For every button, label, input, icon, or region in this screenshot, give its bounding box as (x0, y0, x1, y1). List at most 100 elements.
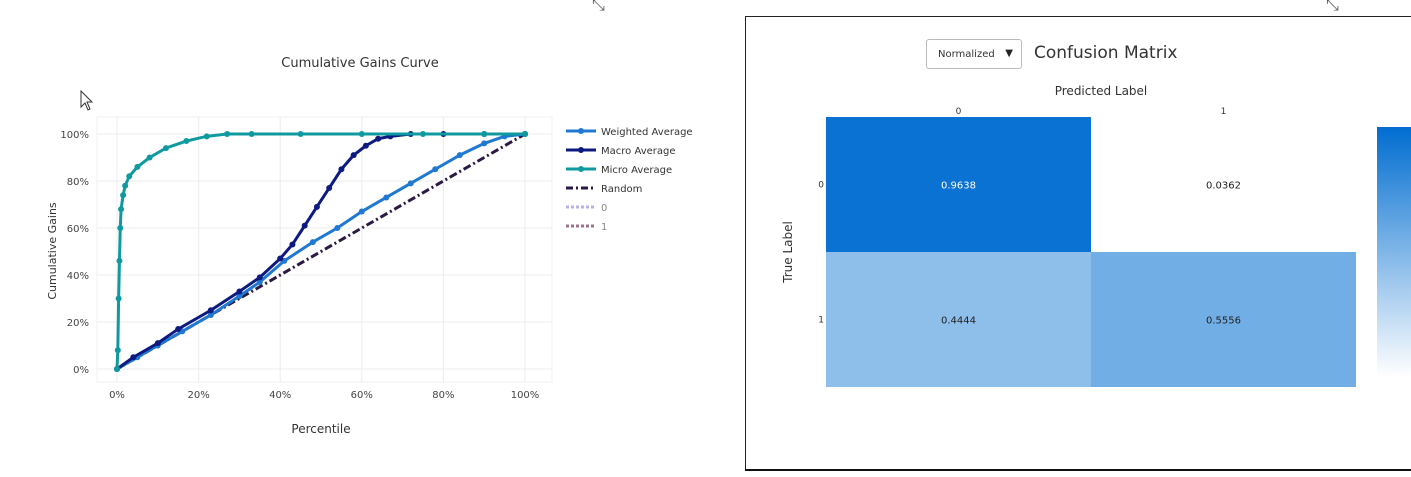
legend-item[interactable]: 1 (566, 222, 607, 233)
data-point-micro-average (522, 131, 528, 137)
legend-label: Weighted Average (601, 127, 693, 138)
legend-label: 1 (601, 222, 607, 233)
cm-cell (1091, 252, 1356, 387)
y-tick-label: 100% (60, 130, 89, 141)
y-tick-label: 0% (73, 365, 89, 376)
x-tick-label: 0% (109, 390, 125, 401)
data-point-weighted-average (256, 279, 263, 286)
expand-icon[interactable]: ⤡ (592, 0, 605, 14)
cumulative-gains-chart: Cumulative Gains Curve 0%20%40%60%80%100… (46, 56, 693, 436)
data-point-micro-average (117, 225, 124, 231)
data-point-macro-average (154, 340, 161, 347)
data-point-micro-average (248, 131, 255, 137)
data-point-macro-average (301, 222, 308, 229)
data-point-macro-average (256, 274, 263, 281)
data-point-micro-average (203, 133, 210, 140)
data-point-weighted-average (207, 311, 214, 318)
normalization-dropdown[interactable]: Normalized ▼ (926, 39, 1022, 69)
y-tick-label: 40% (67, 271, 89, 282)
expand-icon[interactable]: ⤡ (1326, 0, 1339, 14)
dropdown-value: Normalized (938, 48, 995, 60)
cm-x-tick-label: 0 (956, 107, 962, 117)
cm-y-ticks: 01 (818, 181, 824, 326)
mouse-cursor-icon (80, 90, 94, 111)
data-point-macro-average (289, 241, 296, 248)
cm-x-axis-label: Predicted Label (1055, 84, 1148, 98)
series-line-random (116, 132, 526, 371)
series-line-weighted-average (116, 132, 526, 371)
x-tick-label: 60% (351, 390, 373, 401)
data-point-weighted-average (481, 140, 488, 147)
data-point-micro-average (126, 173, 133, 180)
cm-cells: 0.9638 0.0362 0.4444 0.5556 (826, 117, 1356, 387)
cm-cell (826, 117, 1091, 252)
gains-x-axis-label: Percentile (291, 422, 350, 436)
cm-y-tick-label: 1 (818, 316, 824, 326)
data-point-macro-average (207, 307, 214, 314)
confusion-matrix-title: Confusion Matrix (1034, 43, 1178, 63)
data-point-micro-average (358, 131, 365, 137)
data-point-macro-average (350, 152, 357, 159)
cm-cell-label: 0.4444 (941, 316, 976, 327)
cm-cell-label: 0.5556 (1206, 316, 1241, 327)
legend-item[interactable]: 0 (566, 203, 607, 214)
data-point-micro-average (114, 347, 121, 354)
data-point-weighted-average (407, 180, 414, 187)
data-point-micro-average (481, 131, 488, 137)
y-tick-label: 80% (67, 177, 89, 188)
dropdown-arrow-icon: ▼ (1005, 48, 1013, 59)
data-point-macro-average (277, 255, 284, 262)
x-tick-label: 100% (511, 390, 540, 401)
legend-label: Micro Average (601, 165, 672, 176)
data-point-weighted-average (334, 225, 341, 231)
data-point-weighted-average (358, 208, 365, 215)
legend-label: 0 (601, 203, 607, 214)
cm-cell-label: 0.0362 (1206, 181, 1241, 192)
data-point-macro-average (175, 326, 182, 333)
data-point-micro-average (146, 154, 153, 161)
data-point-micro-average (162, 145, 169, 152)
data-point-weighted-average (456, 152, 463, 159)
data-point-macro-average (236, 288, 243, 295)
gains-legend[interactable]: Weighted Average Macro Average Micro Avera… (566, 127, 693, 233)
cm-y-axis-label: True Label (781, 221, 795, 284)
legend-marker (578, 128, 584, 134)
y-tick-label: 20% (67, 318, 89, 329)
cm-cell-label: 0.9638 (941, 181, 976, 192)
data-point-weighted-average (432, 166, 439, 173)
gains-x-ticks: 0% 20% 40% 60% 80% 100% (109, 390, 539, 401)
data-point-macro-average (375, 135, 382, 142)
cm-cell (826, 252, 1091, 387)
legend-marker (578, 147, 584, 153)
data-point-micro-average (420, 131, 426, 137)
data-point-micro-average (134, 163, 141, 170)
data-point-micro-average (114, 366, 120, 372)
data-point-weighted-average (236, 293, 243, 300)
legend-item[interactable]: Weighted Average (566, 127, 693, 138)
confusion-matrix-heatmap: Predicted Label True Label 0.9638 0.03620… (781, 84, 1411, 387)
cm-x-tick-label: 1 (1221, 107, 1227, 117)
x-tick-label: 20% (187, 390, 209, 401)
data-point-macro-average (338, 166, 345, 173)
data-point-weighted-average (383, 194, 390, 201)
gains-y-axis-label: Cumulative Gains (46, 202, 59, 300)
data-point-micro-average (118, 206, 125, 213)
data-point-micro-average (122, 182, 129, 189)
data-point-macro-average (326, 185, 333, 192)
data-point-micro-average (120, 192, 127, 199)
plot-area-border (96, 116, 553, 383)
data-point-macro-average (313, 203, 320, 210)
legend-item[interactable]: Macro Average (566, 146, 676, 157)
x-tick-label: 80% (432, 390, 454, 401)
colorbar (1377, 127, 1411, 377)
legend-label: Macro Average (601, 146, 676, 157)
legend-item[interactable]: Micro Average (566, 165, 672, 176)
gains-chart-title: Cumulative Gains Curve (281, 56, 438, 71)
data-point-micro-average (224, 131, 231, 137)
legend-label: Random (601, 184, 642, 195)
cm-y-tick-label: 0 (818, 181, 824, 191)
data-point-macro-average (362, 142, 369, 149)
gains-y-ticks: 0% 20% 40% 60% 80% 100% (60, 130, 89, 376)
legend-item[interactable]: Random (566, 184, 642, 195)
